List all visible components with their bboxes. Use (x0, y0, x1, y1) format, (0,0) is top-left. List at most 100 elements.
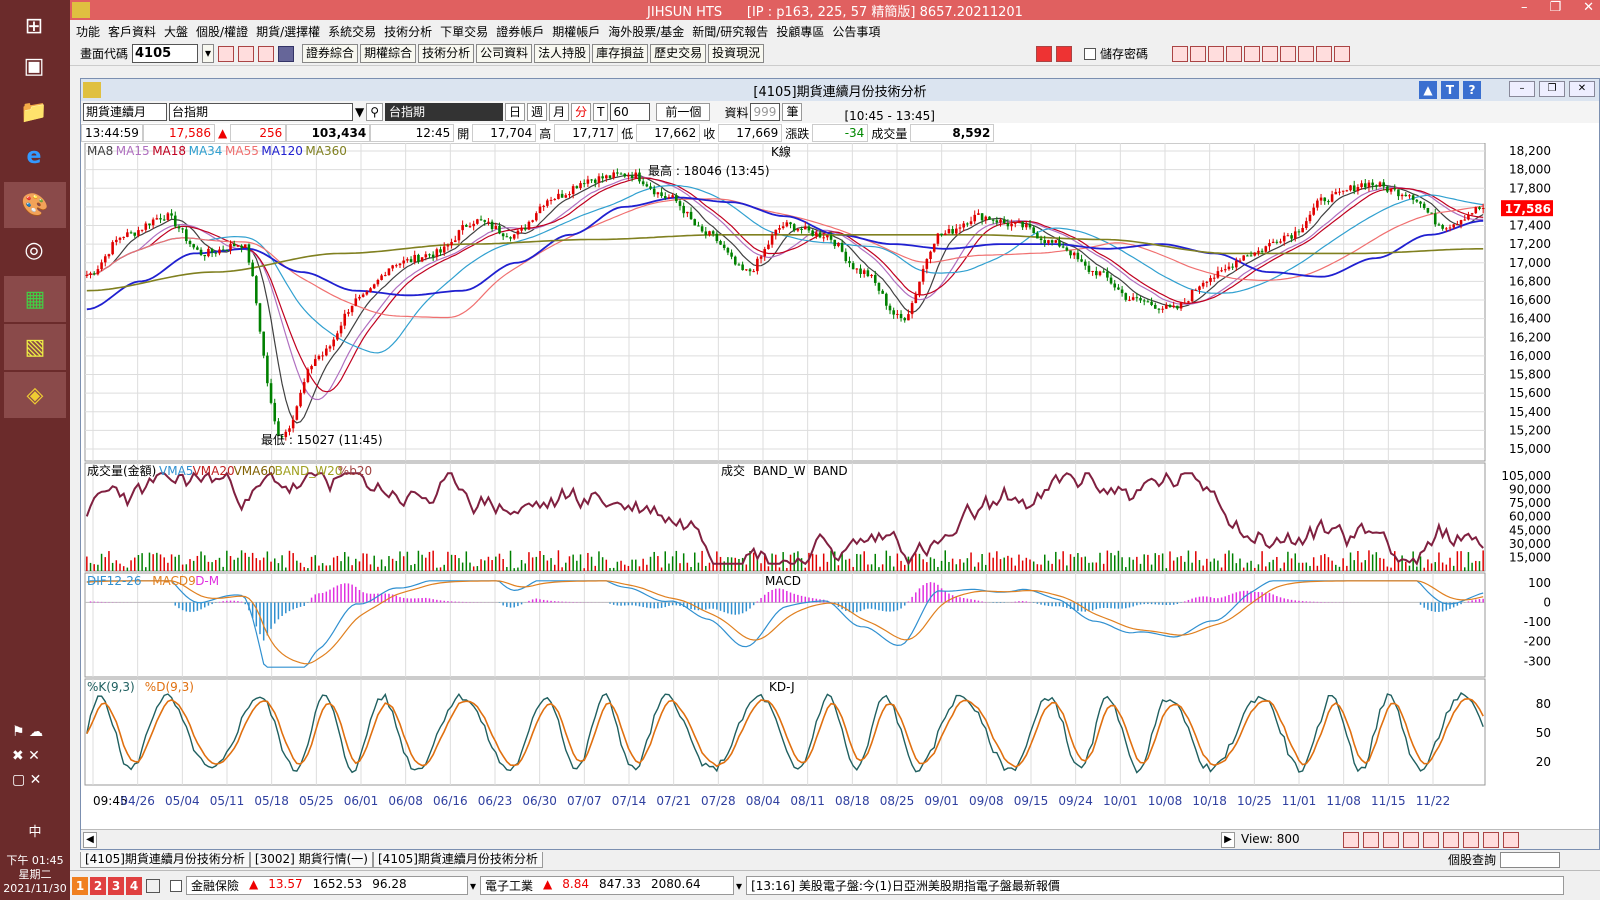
scroll-right-icon[interactable]: ▶ (1221, 832, 1235, 848)
menu-item-6[interactable]: 技術分析 (384, 24, 433, 39)
toolbar-button-0[interactable]: 證券綜合 (302, 44, 359, 63)
folder-icon[interactable]: 📁 (20, 99, 48, 125)
more-icon[interactable] (278, 45, 295, 62)
close-icon[interactable]: ✕ (1583, 0, 1594, 15)
page-button-3[interactable]: 3 (108, 876, 124, 895)
menu-item-5[interactable]: 系統交易 (328, 24, 377, 39)
refresh-icon[interactable] (1403, 832, 1419, 848)
print-icon[interactable] (1208, 45, 1224, 62)
product-dropdown-icon[interactable]: ▼ (355, 105, 365, 119)
data-unit-button[interactable]: 筆 (782, 103, 803, 121)
window-minimize-icon[interactable]: – (1509, 81, 1535, 97)
tools-icon[interactable] (1280, 45, 1296, 62)
export-icon[interactable] (1190, 45, 1206, 62)
period-month-button[interactable]: 月 (549, 103, 570, 121)
help-icon[interactable]: ? (1463, 81, 1481, 99)
page-button-2[interactable]: 2 (90, 876, 106, 895)
window-restore-icon[interactable]: ❐ (1539, 81, 1565, 97)
restore-icon[interactable]: ❐ (1549, 0, 1562, 15)
menu-item-12[interactable]: 投顧專區 (776, 24, 825, 39)
prev-product-button[interactable]: 前一個 (656, 103, 711, 121)
window-tab-2[interactable]: [4105]期貨連續月份技術分析 (373, 852, 543, 868)
product-name-input[interactable]: 台指期 (169, 103, 353, 121)
ticker2-dropdown-icon[interactable]: ▾ (736, 878, 743, 893)
search-icon[interactable] (218, 45, 235, 62)
ie-icon[interactable]: e (26, 143, 42, 169)
prev-window-icon[interactable] (1035, 45, 1052, 62)
menu-item-10[interactable]: 海外股票/基金 (608, 24, 685, 39)
window-close-icon[interactable]: ✕ (1569, 81, 1595, 97)
ticker1-dropdown-icon[interactable]: ▾ (470, 878, 477, 893)
windows-start-icon[interactable]: ⊞ (24, 13, 44, 39)
save-chart-icon[interactable] (1463, 832, 1479, 848)
status-checkbox[interactable] (170, 879, 182, 892)
save-password-checkbox[interactable] (1083, 47, 1096, 60)
paint-icon[interactable]: 🎨 (4, 182, 66, 228)
alert-icon[interactable] (1316, 45, 1332, 62)
pen-icon[interactable] (1483, 832, 1499, 848)
up-arrow-icon[interactable]: ▲ (1419, 81, 1437, 99)
interval-select[interactable]: 60 (610, 103, 651, 121)
settings-gear-icon[interactable] (1503, 832, 1519, 848)
screen-code-input[interactable]: 4105 (132, 44, 199, 63)
zoom-in-icon[interactable] (1343, 832, 1359, 848)
menu-item-9[interactable]: 期權帳戶 (552, 24, 601, 39)
dropdown-arrow-icon[interactable]: ▾ (202, 44, 215, 63)
menu-item-8[interactable]: 證券帳戶 (496, 24, 545, 39)
zoom-out-icon[interactable] (1363, 832, 1379, 848)
text-tool-icon[interactable]: T (1441, 81, 1459, 99)
page-button-1[interactable]: 1 (72, 876, 88, 895)
copy-chart-icon[interactable] (1443, 832, 1459, 848)
menu-item-3[interactable]: 個股/權證 (196, 24, 249, 39)
spreadsheet-icon[interactable]: ▦ (4, 276, 66, 322)
exit-icon[interactable] (1334, 45, 1350, 62)
lock-icon[interactable] (146, 878, 160, 893)
menu-item-13[interactable]: 公告事項 (832, 24, 881, 39)
ime-indicator[interactable]: 中 (28, 825, 42, 840)
menu-item-0[interactable]: 功能 (76, 24, 101, 39)
menu-item-7[interactable]: 下單交易 (440, 24, 489, 39)
period-tick-button[interactable]: T (593, 103, 609, 121)
magnify-icon[interactable] (1383, 832, 1399, 848)
period-week-button[interactable]: 週 (527, 103, 548, 121)
toolbar-button-3[interactable]: 公司資料 (476, 44, 533, 63)
link-icon[interactable] (1298, 45, 1314, 62)
menu-item-2[interactable]: 大盤 (164, 24, 189, 39)
toolbar-button-2[interactable]: 技術分析 (418, 44, 475, 63)
minimize-icon[interactable]: – (1520, 0, 1528, 15)
text-icon[interactable] (1244, 45, 1260, 62)
technical-chart-svg[interactable]: 18,20018,00017,80017,60017,40017,20017,0… (81, 142, 1599, 829)
save-password-option[interactable]: 儲存密碼 (1083, 45, 1148, 62)
next-window-icon[interactable] (1055, 45, 1072, 62)
period-day-button[interactable]: 日 (505, 103, 526, 121)
menu-item-4[interactable]: 期貨/選擇權 (256, 24, 321, 39)
layout-icon[interactable] (258, 45, 275, 62)
product-type-select[interactable]: 期貨連續月 (83, 103, 167, 121)
copy-icon[interactable] (1226, 45, 1242, 62)
indicator-icon[interactable] (1423, 832, 1439, 848)
stock-query-input[interactable] (1500, 851, 1560, 868)
news-ticker[interactable]: [13:16] 美股電子盤:今(1)日亞洲美股期指電子盤最新報價 (746, 876, 1565, 895)
hts-app-icon[interactable]: ◈ (4, 372, 66, 418)
view-value[interactable]: 800 (1276, 832, 1300, 846)
page-button-4[interactable]: 4 (126, 876, 142, 895)
data-count-input[interactable]: 999 (750, 103, 781, 121)
notes-icon[interactable]: ▧ (4, 324, 66, 370)
menu-item-11[interactable]: 新聞/研究報告 (692, 24, 769, 39)
toolbar-button-6[interactable]: 歷史交易 (650, 44, 707, 63)
chrome-icon[interactable]: ◎ (24, 237, 44, 263)
scroll-left-icon[interactable]: ◀ (83, 832, 97, 848)
toolbar-button-7[interactable]: 投資現況 (708, 44, 765, 63)
chart-scrollbar[interactable]: ◀ ▶ View: 800 (81, 829, 1599, 849)
window-tab-0[interactable]: [4105]期貨連續月份技術分析 (80, 852, 250, 868)
window-icon[interactable] (238, 45, 255, 62)
draw-icon[interactable] (1172, 45, 1188, 62)
taskbar-clock[interactable]: 中 下午 01:45 星期二 2021/11/30 (0, 826, 70, 900)
toolbar-button-1[interactable]: 期權綜合 (360, 44, 417, 63)
search-product-icon[interactable]: ⚲ (366, 103, 384, 121)
toolbar-button-4[interactable]: 法人持股 (534, 44, 591, 63)
menu-item-1[interactable]: 客戶資料 (108, 24, 157, 39)
window-tab-1[interactable]: [3002] 期貨行情(一) (249, 852, 373, 868)
desktop-icon[interactable]: ▣ (23, 53, 45, 79)
flag-icon[interactable] (1262, 45, 1278, 62)
